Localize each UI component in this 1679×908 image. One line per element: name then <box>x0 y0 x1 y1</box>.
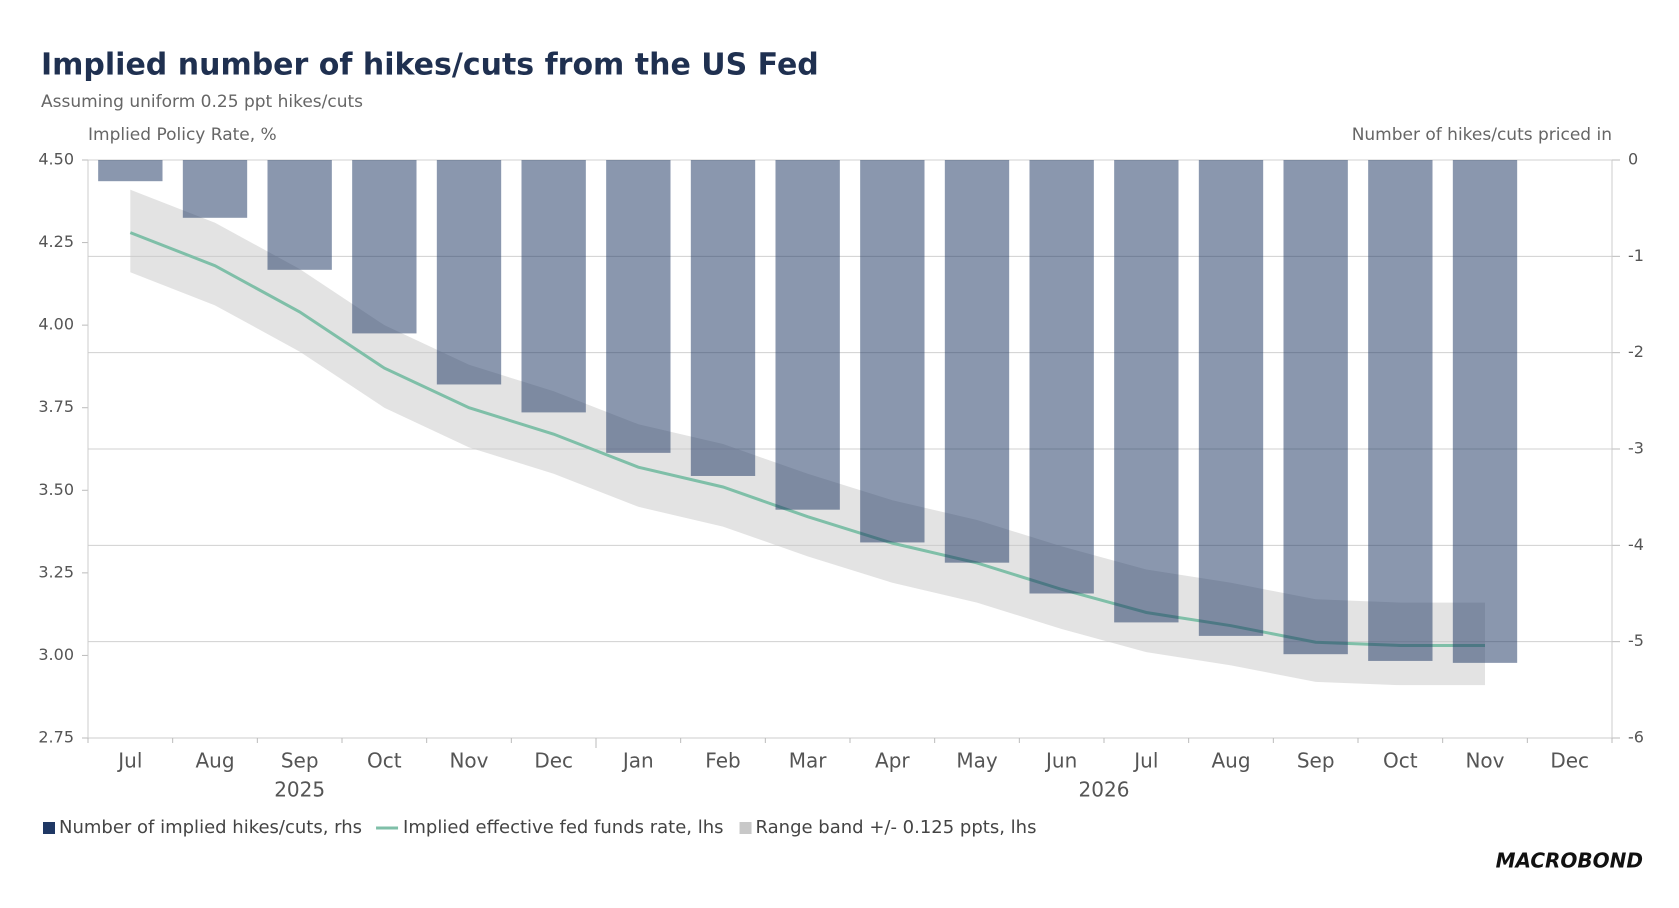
bar <box>606 160 671 453</box>
legend-swatch <box>43 822 55 834</box>
x-group-label: 2026 <box>1079 778 1130 802</box>
legend-label: Number of implied hikes/cuts, rhs <box>59 817 362 838</box>
x-tick-label: Oct <box>367 749 402 773</box>
y2-tick-label: -4 <box>1628 535 1644 554</box>
x-tick-label: Nov <box>449 749 488 773</box>
x-tick-label: Sep <box>281 749 319 773</box>
x-tick-label: Jun <box>1044 749 1077 773</box>
bar <box>860 160 925 543</box>
range-band <box>130 189 1485 686</box>
y2-tick-label: -1 <box>1628 246 1644 265</box>
bar <box>1114 160 1179 623</box>
x-tick-label: Jul <box>116 749 142 773</box>
x-tick-label: Apr <box>875 749 910 773</box>
bar <box>436 160 502 385</box>
chart-title: Implied number of hikes/cuts from the US… <box>41 48 819 83</box>
chart-subtitle: Assuming uniform 0.25 ppt hikes/cuts <box>41 92 363 112</box>
bar <box>1029 160 1094 594</box>
x-tick-label: Aug <box>1211 749 1250 773</box>
bar <box>1198 160 1264 636</box>
bar <box>775 160 840 510</box>
bar <box>521 160 586 413</box>
legend-label: Range band +/- 0.125 ppts, lhs <box>756 817 1037 838</box>
y-tick-label: 3.00 <box>38 645 74 664</box>
x-tick-label: Feb <box>705 749 740 773</box>
bar <box>98 160 163 182</box>
y-tick-label: 3.50 <box>38 480 74 499</box>
y-tick-label: 4.50 <box>38 150 74 169</box>
x-tick-label: Jul <box>1132 749 1158 773</box>
x-tick-label: Jan <box>621 749 654 773</box>
y2-tick-label: -3 <box>1628 439 1644 458</box>
y2-axis-label: Number of hikes/cuts priced in <box>1352 125 1612 145</box>
y-tick-label: 3.75 <box>38 397 74 416</box>
bar <box>267 160 332 270</box>
x-tick-label: Dec <box>1550 749 1589 773</box>
x-tick-label: Aug <box>195 749 234 773</box>
legend-label: Implied effective fed funds rate, lhs <box>403 817 723 838</box>
x-tick-label: Nov <box>1465 749 1504 773</box>
y-axis-label: Implied Policy Rate, % <box>88 125 277 145</box>
bar <box>1283 160 1348 655</box>
x-tick-label: Mar <box>789 749 828 773</box>
y2-tick-label: -5 <box>1628 631 1644 650</box>
y-tick-label: 3.25 <box>38 562 74 581</box>
logo: MACROBOND <box>1496 849 1643 873</box>
y2-tick-label: 0 <box>1628 150 1638 169</box>
y-tick-label: 4.00 <box>38 315 74 334</box>
bar <box>690 160 756 476</box>
y-tick-label: 2.75 <box>38 728 74 747</box>
x-tick-label: Oct <box>1383 749 1418 773</box>
y-tick-label: 4.25 <box>38 232 74 251</box>
bar <box>1368 160 1433 661</box>
bar <box>944 160 1010 563</box>
bar <box>352 160 417 334</box>
y2-tick-label: -2 <box>1628 342 1644 361</box>
x-tick-label: May <box>956 749 998 773</box>
x-tick-label: Dec <box>534 749 573 773</box>
y2-tick-label: -6 <box>1628 728 1644 747</box>
bar <box>1452 160 1518 663</box>
x-group-label: 2025 <box>274 778 325 802</box>
legend-swatch <box>739 822 752 834</box>
bar <box>182 160 248 218</box>
x-tick-label: Sep <box>1297 749 1335 773</box>
